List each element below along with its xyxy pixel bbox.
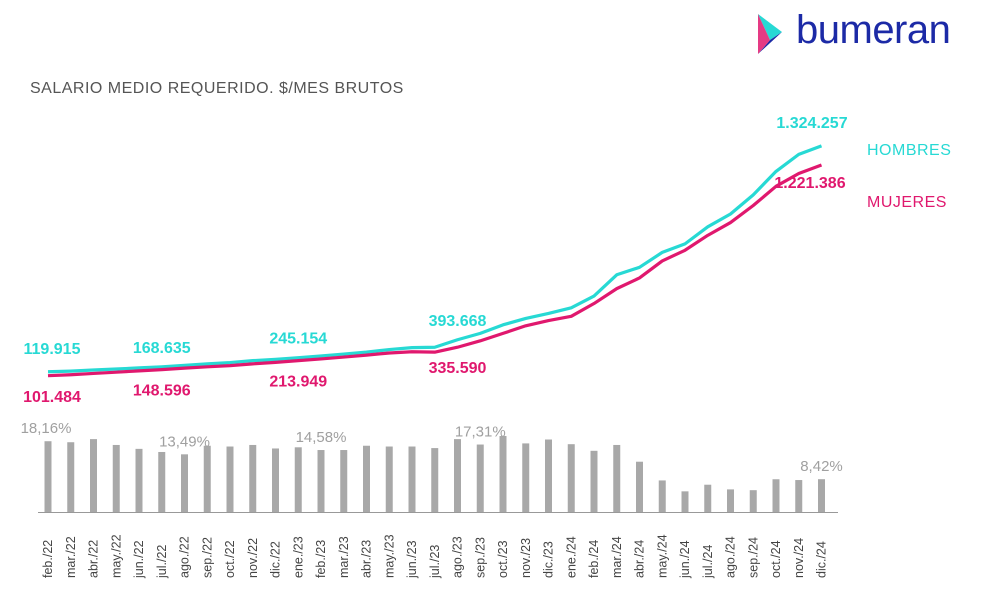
gap-bar (408, 446, 416, 512)
gap-bar (658, 480, 666, 512)
gap-bar (203, 445, 211, 512)
gap-bar (522, 443, 530, 512)
x-tick-label: may./23 (382, 534, 396, 578)
hombres-value-label: 393.668 (429, 313, 487, 330)
gap-bar (44, 441, 52, 512)
x-tick-label: nov./22 (246, 538, 260, 578)
bar-label: 14,58% (296, 429, 347, 446)
bumeran-logo: bumeran (752, 8, 980, 64)
x-tick-label: ago./22 (178, 536, 192, 578)
gap-bar (567, 444, 575, 512)
x-tick-label: jul./23 (428, 545, 442, 579)
x-tick-label: oct./22 (223, 540, 237, 578)
bar-label: 17,31% (455, 424, 506, 441)
x-tick-label: dic./23 (542, 541, 556, 578)
x-tick-label: oct./24 (769, 540, 783, 578)
gap-bar (454, 439, 461, 512)
hombres-value-label: 168.635 (133, 340, 191, 357)
x-tick-label: mar./22 (64, 536, 78, 578)
logo-text: bumeran (796, 8, 951, 52)
mujeres-value-label: 1.221.386 (774, 175, 845, 192)
gap-bar (727, 489, 734, 512)
mujeres-value-label: 335.590 (429, 360, 487, 377)
gap-bar (226, 446, 234, 512)
gap-bar (795, 480, 803, 512)
gap-bar (499, 436, 507, 512)
x-tick-label: nov./24 (792, 538, 806, 578)
hombres-value-label: 245.154 (269, 331, 327, 348)
x-tick-label: feb./22 (41, 540, 55, 578)
x-tick-label: jun./24 (678, 540, 692, 579)
x-tick-label: abr./24 (633, 540, 647, 578)
gap-bar (363, 445, 370, 512)
x-tick-label: ene./23 (291, 536, 305, 578)
x-tick-label: nov./23 (519, 538, 533, 578)
bar-label: 18,16% (21, 420, 72, 437)
gap-bar (90, 439, 97, 512)
gap-bar (135, 448, 143, 512)
legend-hombres: HOMBRES (867, 142, 951, 159)
gap-bar (112, 444, 120, 512)
x-tick-label: abr./23 (360, 540, 374, 578)
x-tick-label: may./24 (655, 534, 669, 578)
gap-bar (294, 447, 302, 512)
bumeran-arrow-icon (758, 14, 782, 54)
gap-bar (272, 448, 279, 512)
x-tick-label: ene./24 (564, 536, 578, 578)
x-tick-label: mar./24 (610, 536, 624, 578)
gap-bar (476, 444, 484, 512)
x-tick-label: sep./24 (746, 537, 760, 578)
x-tick-label: dic./22 (269, 541, 283, 578)
gap-bar (317, 450, 325, 512)
gap-bar (67, 442, 75, 512)
gap-bar (681, 491, 689, 512)
mujeres-value-label: 101.484 (23, 389, 81, 406)
gap-bar (181, 454, 188, 512)
gap-bar (613, 444, 621, 512)
x-tick-label: feb./23 (314, 540, 328, 578)
gap-bar (340, 450, 348, 512)
x-tick-label: ago./23 (451, 536, 465, 578)
bar-label: 8,42% (800, 458, 843, 475)
x-tick-label: jun./23 (405, 540, 419, 579)
chart-title: SALARIO MEDIO REQUERIDO. $/MES BRUTOS (30, 80, 404, 97)
line-hombres (47, 144, 823, 374)
gap-bar (545, 439, 552, 512)
gap-bar (704, 484, 712, 512)
x-tick-label: jul./24 (701, 545, 715, 579)
gap-bar (158, 451, 166, 512)
x-tick-label: jun./22 (132, 540, 146, 579)
x-tick-label: feb./24 (587, 540, 601, 578)
hombres-value-label: 119.915 (24, 341, 81, 358)
x-tick-label: abr./22 (87, 540, 101, 578)
gap-bar (249, 444, 257, 512)
x-tick-label: may./22 (109, 534, 123, 578)
x-tick-label: ago./24 (724, 536, 738, 578)
gap-bar (590, 450, 598, 512)
gap-bar (431, 448, 439, 512)
mujeres-value-label: 148.596 (133, 383, 191, 400)
gap-bar (749, 490, 757, 512)
x-tick-label: mar./23 (337, 536, 351, 578)
gap-bar (636, 461, 643, 512)
x-tick-label: sep./22 (200, 537, 214, 578)
hombres-value-label: 1.324.257 (776, 115, 847, 132)
gap-bar (772, 479, 780, 512)
mujeres-value-label: 213.949 (269, 374, 327, 391)
x-tick-label: oct./23 (496, 540, 510, 578)
line-mujeres (47, 163, 823, 378)
gap-bar (818, 479, 825, 512)
x-tick-label: jul./22 (155, 545, 169, 579)
bar-label: 13,49% (159, 433, 210, 450)
x-tick-label: sep./23 (473, 537, 487, 578)
x-tick-label: dic./24 (815, 541, 829, 578)
legend-mujeres: MUJERES (867, 194, 947, 211)
gap-bar (385, 446, 393, 512)
